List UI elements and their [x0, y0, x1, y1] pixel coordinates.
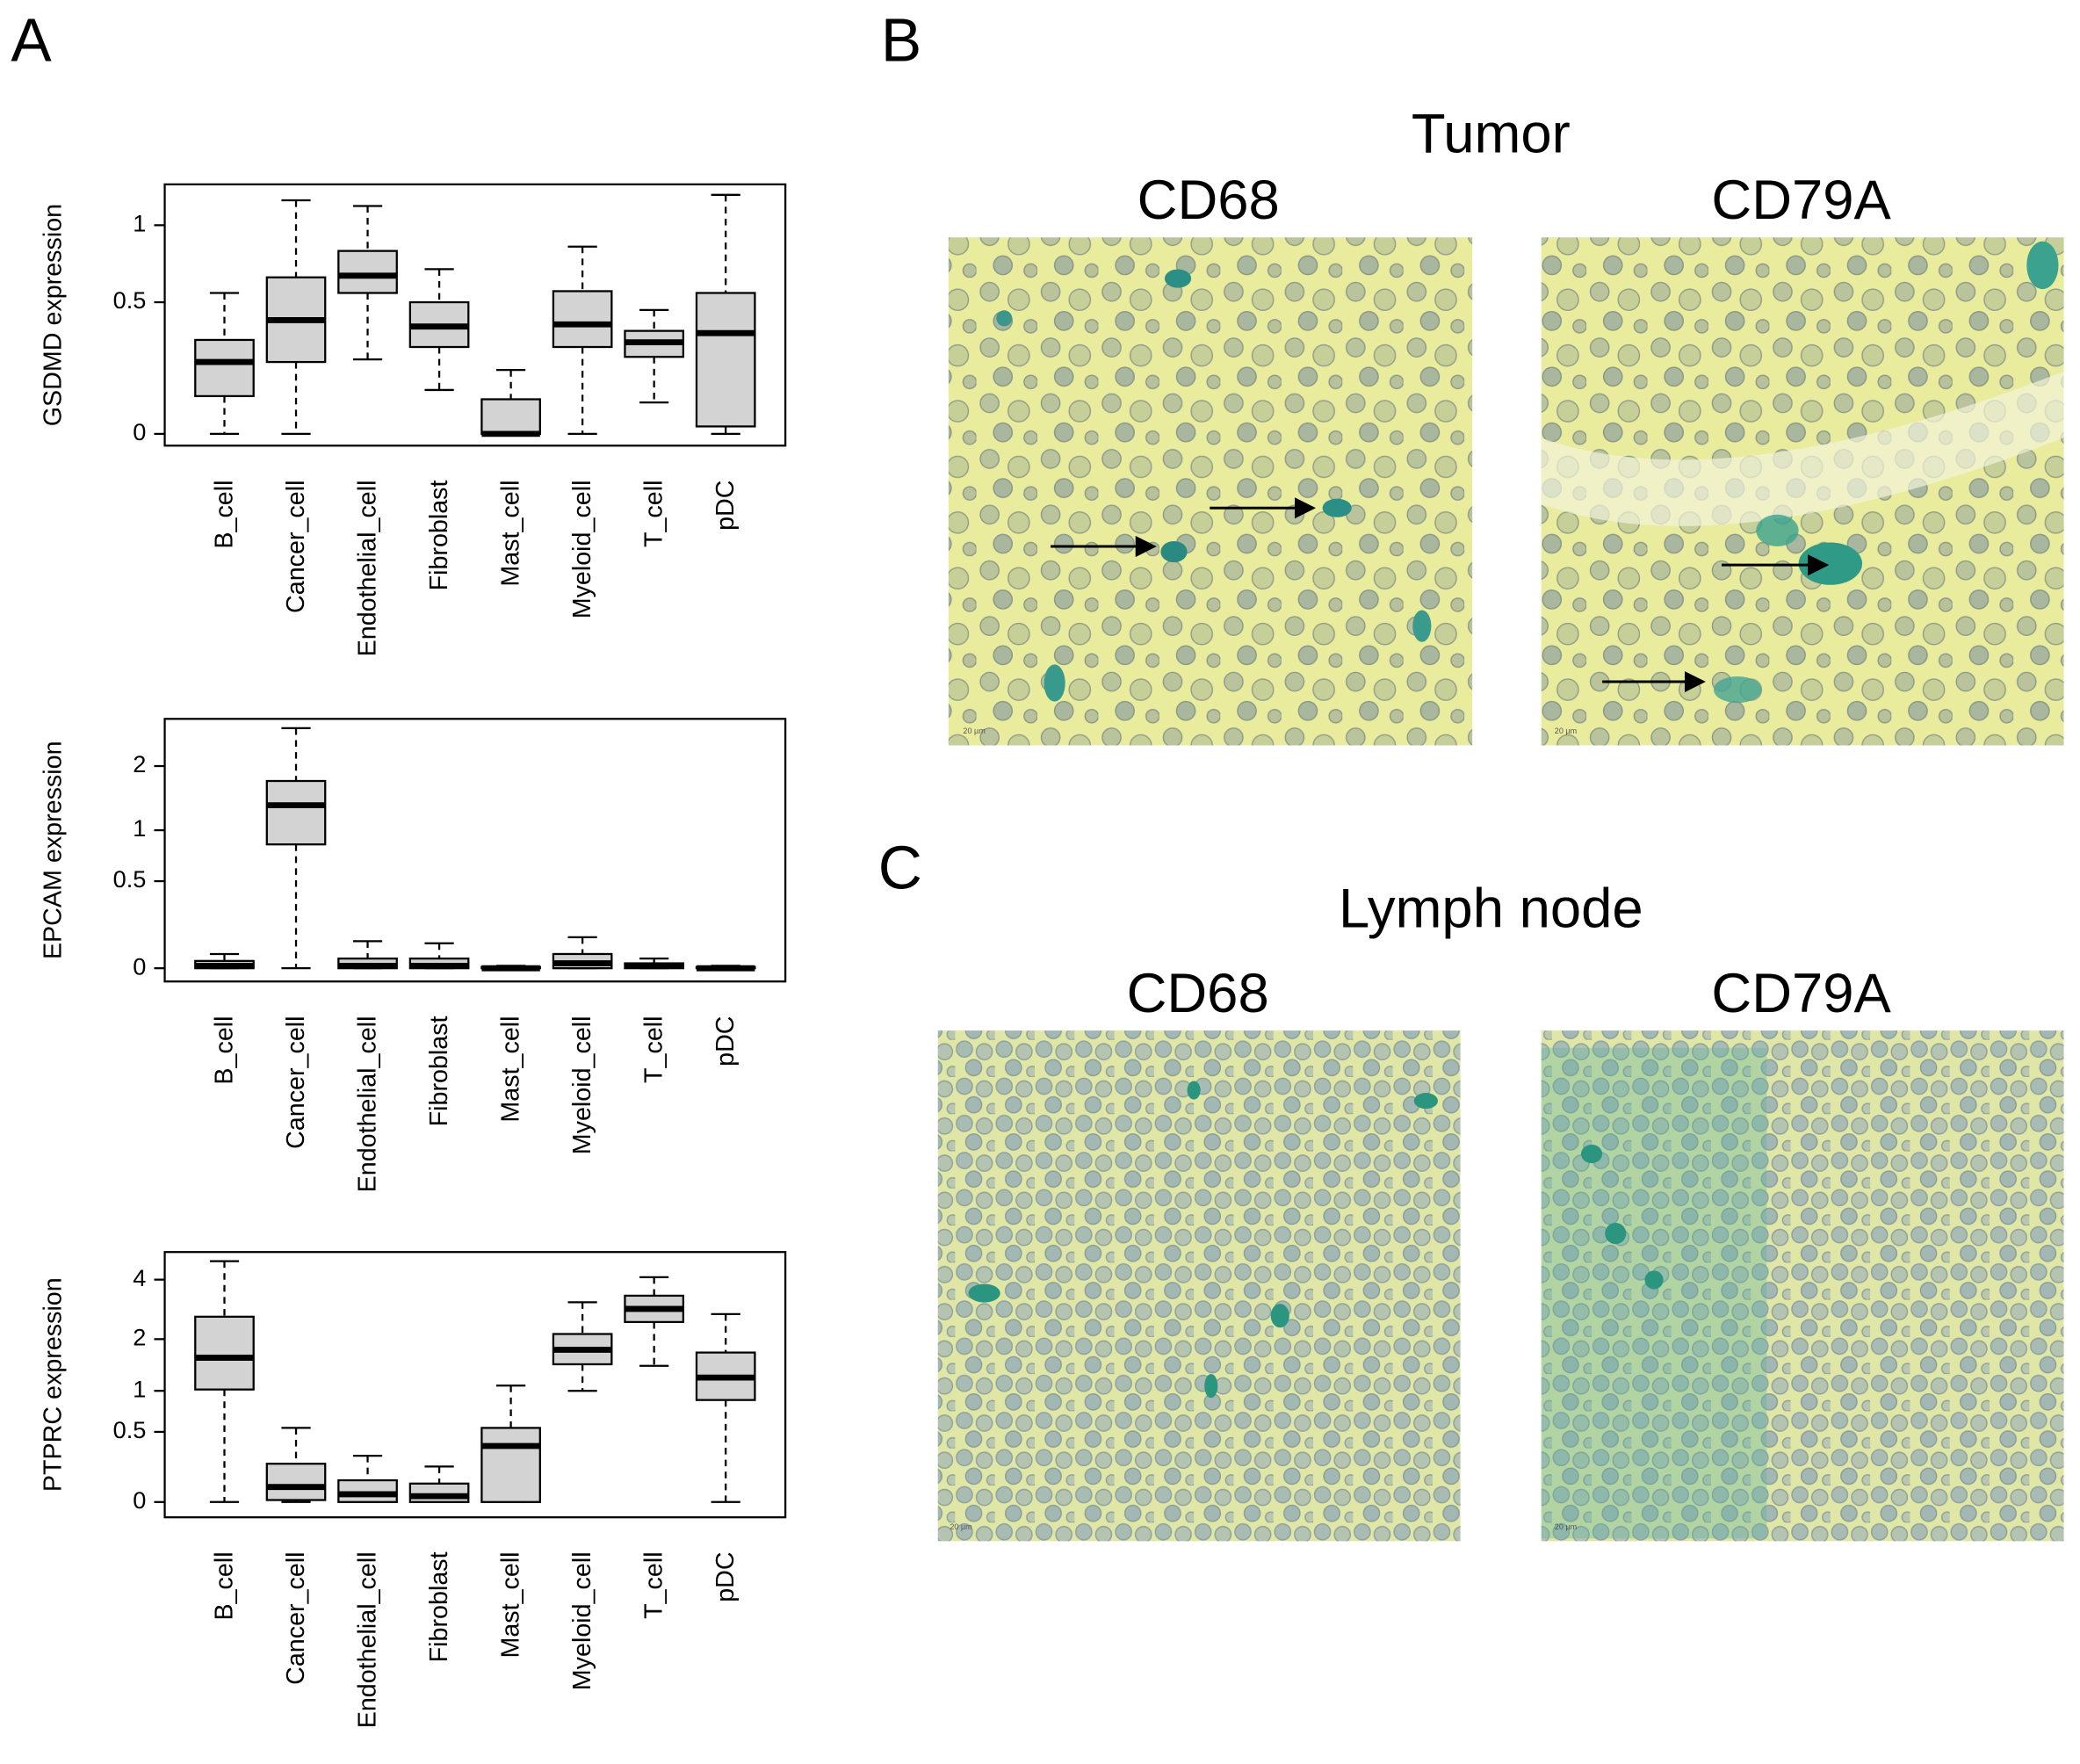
box: [337, 249, 398, 294]
plot-frame: [163, 183, 787, 447]
plot-frame: [163, 1251, 787, 1519]
x-tick-label: Mast_cell: [497, 481, 525, 587]
box: [695, 292, 756, 428]
box: [480, 398, 541, 436]
x-tick-label: T_cell: [640, 481, 668, 547]
x-tick-label: Endothelial_cell: [354, 1551, 382, 1728]
box: [337, 1478, 398, 1503]
x-tick-label: Fibroblast: [425, 481, 453, 591]
micrograph: 20 µm: [948, 237, 1473, 746]
panel-label: A: [11, 5, 52, 74]
x-tick-label: pDC: [711, 1016, 740, 1066]
y-tick-label: 2: [133, 750, 146, 777]
x-tick-label: B_cell: [210, 1551, 238, 1620]
section-title: Lymph node: [1339, 878, 1643, 939]
image-title: CD68: [1138, 170, 1280, 231]
y-tick-label: 0: [133, 952, 146, 980]
image-title: CD79A: [1711, 963, 1891, 1024]
x-tick-label: B_cell: [210, 481, 238, 549]
plot-frame: [163, 718, 787, 983]
box: [265, 1463, 327, 1501]
y-tick-label: 4: [133, 1264, 146, 1291]
x-tick-label: Myeloid_cell: [568, 1016, 596, 1154]
image-title: CD79A: [1711, 170, 1891, 231]
y-axis-label: GSDMD expression: [40, 204, 68, 426]
image-title: CD68: [1127, 963, 1269, 1024]
y-tick-label: 1: [133, 814, 146, 842]
scale-bar: 20 µm: [1555, 1522, 1577, 1531]
y-tick-label: 0.5: [113, 286, 147, 314]
micrograph: 20 µm: [937, 1030, 1461, 1542]
x-tick-label: Endothelial_cell: [354, 481, 382, 657]
section-title: Tumor: [1412, 104, 1571, 165]
panel-label: B: [881, 5, 921, 74]
micrograph: 20 µm: [1541, 237, 2064, 746]
micrograph: 20 µm: [1541, 1030, 2064, 1542]
box: [480, 1427, 541, 1503]
box: [265, 779, 327, 846]
x-tick-label: Mast_cell: [497, 1551, 525, 1658]
y-tick-label: 0.5: [113, 1416, 147, 1443]
x-tick-label: Fibroblast: [425, 1016, 453, 1126]
y-tick-label: 1: [133, 210, 146, 237]
x-tick-label: T_cell: [640, 1016, 668, 1082]
y-axis-label: PTPRC expression: [40, 1277, 68, 1492]
box: [194, 338, 255, 398]
y-tick-label: 0.5: [113, 865, 147, 893]
y-tick-label: 1: [133, 1375, 146, 1402]
x-tick-label: Endothelial_cell: [354, 1016, 382, 1192]
x-tick-label: T_cell: [640, 1551, 668, 1618]
x-tick-label: Myeloid_cell: [568, 1551, 596, 1690]
panel-label: C: [878, 834, 922, 902]
x-tick-label: B_cell: [210, 1016, 238, 1084]
y-tick-label: 0: [133, 1486, 146, 1514]
scale-bar: 20 µm: [950, 1522, 971, 1531]
box: [194, 1315, 255, 1391]
scale-bar: 20 µm: [1555, 727, 1577, 735]
x-tick-label: Mast_cell: [497, 1016, 525, 1122]
y-axis-label: EPCAM expression: [40, 741, 68, 959]
box: [552, 290, 613, 349]
x-tick-label: Myeloid_cell: [568, 481, 596, 619]
x-tick-label: pDC: [711, 1551, 740, 1601]
scale-bar: 20 µm: [963, 727, 985, 735]
x-tick-label: Fibroblast: [425, 1551, 453, 1662]
x-tick-label: Cancer_cell: [282, 481, 310, 613]
x-tick-label: pDC: [711, 481, 740, 531]
x-tick-label: Cancer_cell: [282, 1016, 310, 1148]
x-tick-label: Cancer_cell: [282, 1551, 310, 1684]
y-tick-label: 2: [133, 1324, 146, 1351]
y-tick-label: 0: [133, 418, 146, 445]
box: [408, 1482, 470, 1503]
